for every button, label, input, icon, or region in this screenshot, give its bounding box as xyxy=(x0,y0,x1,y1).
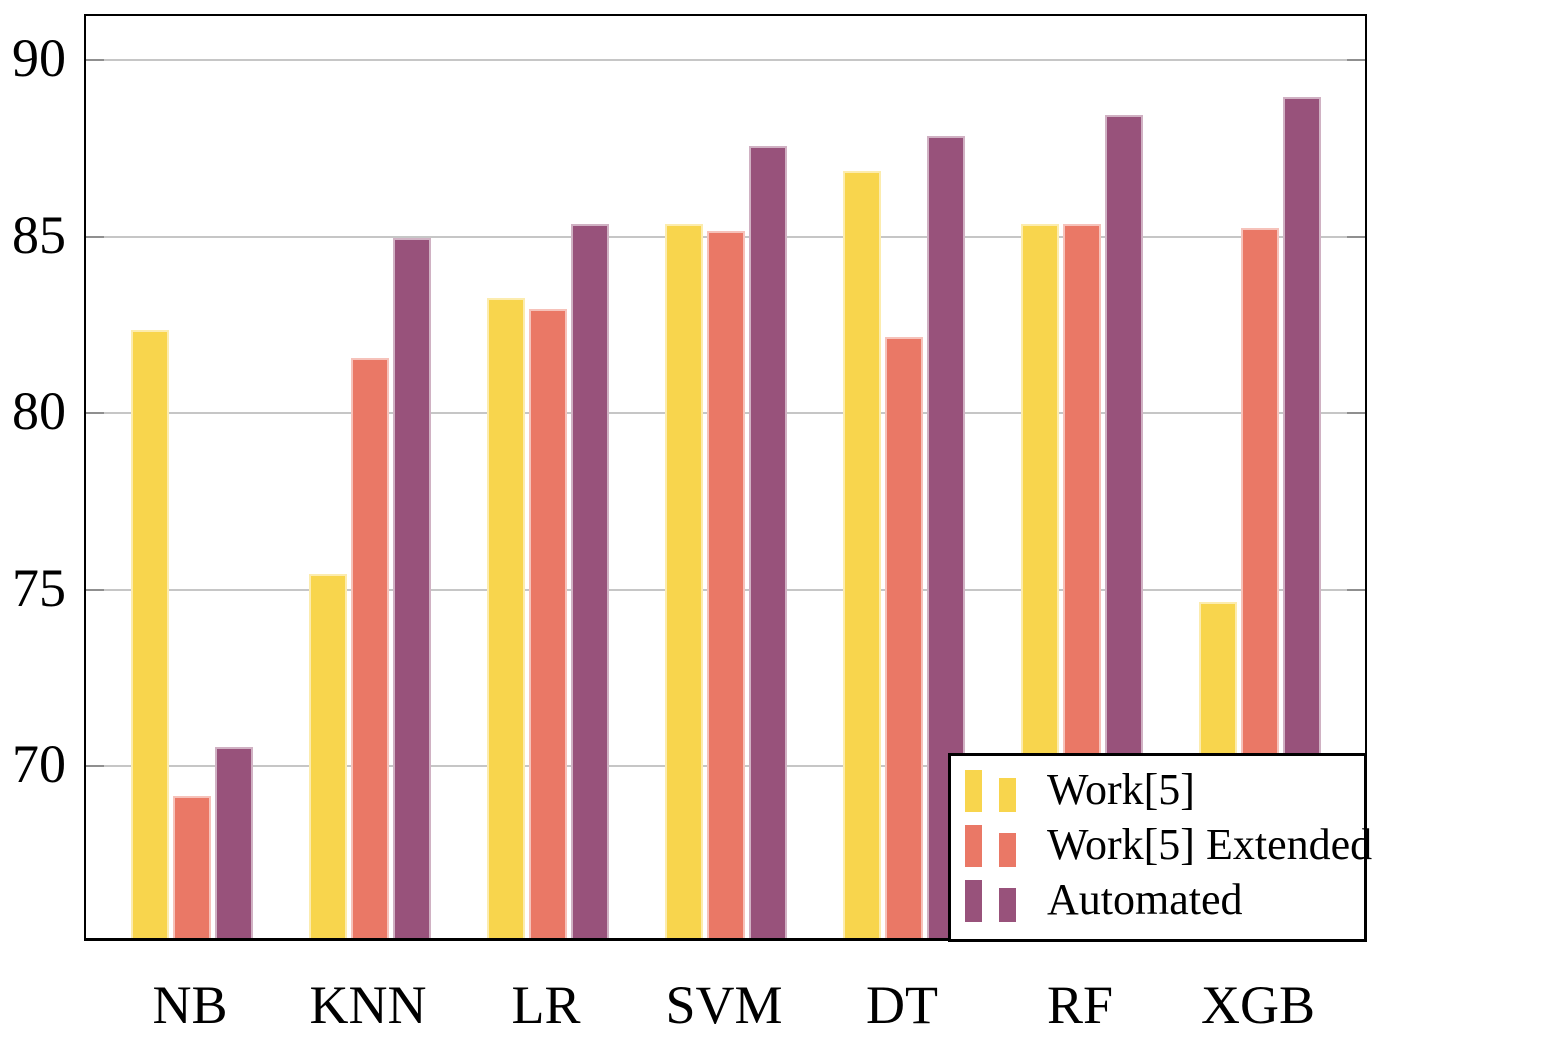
x-tick-label-lr: LR xyxy=(511,975,581,1035)
x-tick-label-xgb: XGB xyxy=(1200,975,1316,1035)
x-tick-label-nb: NB xyxy=(152,975,228,1035)
legend-bar-icon xyxy=(999,832,1016,867)
gridline xyxy=(86,59,1365,62)
y-axis-tick-mark xyxy=(86,235,104,238)
x-tick-label-knn: KNN xyxy=(309,975,427,1035)
bar-nb-series3 xyxy=(215,746,253,938)
legend-item-1: Work[5] xyxy=(965,764,1354,814)
legend-label: Automated xyxy=(1047,874,1243,924)
legend-swatch-icon xyxy=(965,768,1017,812)
legend-item-3: Automated xyxy=(965,874,1354,924)
legend-swatch-icon xyxy=(965,823,1017,867)
bar-knn-series2 xyxy=(351,358,389,938)
legend-bar-icon xyxy=(965,879,982,922)
y-tick-label: 90 xyxy=(12,28,66,89)
y-tick-label: 80 xyxy=(12,381,66,442)
y-axis-tick-mark xyxy=(86,412,104,415)
legend-bar-icon xyxy=(999,887,1016,922)
x-tick-label-rf: RF xyxy=(1046,975,1114,1035)
legend-label: Work[5] xyxy=(1047,764,1195,814)
legend-bar-icon xyxy=(965,824,982,867)
legend-bar-icon xyxy=(999,777,1016,812)
y-axis-tick-mark xyxy=(1347,59,1365,62)
bar-nb-series1 xyxy=(131,330,169,938)
bar-dt-series2 xyxy=(885,337,923,938)
y-tick-label: 70 xyxy=(12,734,66,795)
bar-lr-series3 xyxy=(571,224,609,938)
legend-swatch-icon xyxy=(965,878,1017,922)
bar-svm-series1 xyxy=(665,224,703,938)
y-axis-tick-mark xyxy=(1347,588,1365,591)
legend-bar-icon xyxy=(965,769,982,812)
bar-svm-series2 xyxy=(707,231,745,938)
y-axis-tick-mark xyxy=(1347,412,1365,415)
bar-dt-series1 xyxy=(843,171,881,938)
x-tick-label-svm: SVM xyxy=(665,975,783,1035)
y-tick-label: 75 xyxy=(12,557,66,618)
bar-knn-series3 xyxy=(393,238,431,938)
legend: Work[5] Work[5] Extended Automated xyxy=(948,753,1372,942)
y-axis-tick-mark xyxy=(86,588,104,591)
plot-area xyxy=(84,14,1367,941)
legend-label: Work[5] Extended xyxy=(1047,819,1373,869)
bar-lr-series2 xyxy=(529,308,567,938)
x-tick-label-dt: DT xyxy=(866,975,938,1035)
legend-item-2: Work[5] Extended xyxy=(965,820,1372,869)
bar-lr-series1 xyxy=(487,298,525,938)
bar-knn-series1 xyxy=(309,573,347,938)
y-axis-tick-mark xyxy=(86,59,104,62)
y-axis-tick-mark xyxy=(1347,235,1365,238)
y-axis-tick-mark xyxy=(86,765,104,768)
y-tick-label: 85 xyxy=(12,204,66,265)
bar-nb-series2 xyxy=(173,796,211,938)
bar-svm-series3 xyxy=(749,146,787,938)
